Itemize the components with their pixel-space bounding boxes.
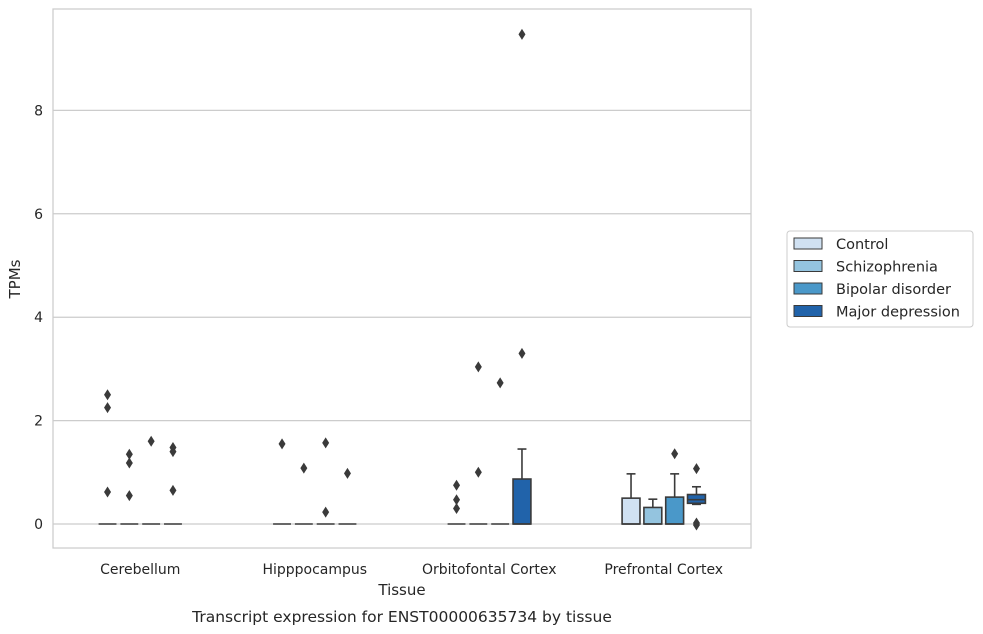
box-bipolar-disorder — [491, 377, 510, 525]
outlier-marker — [474, 361, 482, 373]
outlier-marker — [453, 494, 461, 506]
box-control — [273, 438, 291, 525]
outlier-marker — [125, 448, 133, 460]
y-tick-labels: 0 2 4 6 8 — [34, 103, 43, 533]
box-control — [98, 389, 117, 525]
legend-swatch — [793, 282, 823, 295]
box-schizophrenia — [294, 462, 313, 525]
outlier-marker — [474, 466, 482, 478]
outlier-marker — [104, 389, 112, 401]
outlier-marker — [125, 490, 133, 502]
legend-frame — [786, 230, 974, 328]
box-control — [447, 479, 466, 525]
x-tick-label: Hipppocampus — [262, 562, 367, 578]
legend-label: Schizophrenia — [836, 260, 938, 276]
box-bipolar-disorder — [664, 448, 685, 525]
outlier-marker — [300, 462, 308, 474]
outlier-marker — [453, 479, 461, 491]
box-major-depression — [512, 28, 532, 525]
box-schizophrenia — [643, 498, 663, 525]
plot-frame — [52, 8, 752, 549]
outlier-marker — [169, 446, 177, 458]
legend-label: Bipolar disorder — [836, 282, 951, 298]
box-body — [512, 478, 532, 525]
outlier-marker — [147, 435, 155, 447]
box-body — [621, 497, 641, 525]
chart-caption: Transcript expression for ENST0000063573… — [191, 608, 612, 626]
outlier-marker — [125, 457, 133, 469]
x-tick-label: Prefrontal Cortex — [604, 562, 723, 578]
y-tick-label: 6 — [34, 207, 43, 223]
outlier-marker — [518, 28, 526, 40]
x-tick-labels: Cerebellum Hipppocampus Orbitofontal Corte… — [100, 562, 723, 578]
outlier-marker — [671, 448, 679, 460]
outlier-marker — [322, 437, 330, 449]
legend-swatch — [793, 237, 823, 250]
outlier-marker — [169, 484, 177, 496]
outlier-marker — [692, 519, 700, 531]
outlier-marker — [343, 467, 351, 479]
outlier-marker — [322, 506, 330, 518]
y-axis-label: TPMs — [6, 259, 24, 299]
outlier-marker — [692, 463, 700, 475]
legend-label: Control — [836, 237, 888, 253]
outlier-marker — [104, 402, 112, 414]
outlier-marker — [453, 502, 461, 514]
box-bipolar-disorder — [142, 435, 161, 525]
box-schizophrenia — [120, 448, 139, 525]
outlier-marker — [104, 486, 112, 498]
legend-label: Major depression — [836, 305, 960, 321]
outlier-marker — [496, 377, 504, 389]
x-tick-label: Orbitofontal Cortex — [422, 562, 557, 578]
y-tick-label: 8 — [34, 103, 43, 119]
outlier-marker — [518, 347, 526, 359]
x-axis-label: Tissue — [377, 581, 425, 599]
box-body — [664, 496, 685, 525]
y-tick-label: 0 — [34, 517, 43, 533]
legend-swatch — [793, 260, 823, 272]
outlier-marker — [278, 438, 286, 450]
grid-lines — [53, 109, 751, 525]
box-major-depression — [338, 467, 357, 525]
box-major-depression — [686, 463, 707, 531]
box-bipolar-disorder — [316, 437, 335, 525]
y-tick-label: 4 — [34, 310, 43, 326]
box-schizophrenia — [469, 361, 488, 525]
x-tick-label: Cerebellum — [100, 562, 180, 578]
y-tick-label: 2 — [34, 414, 43, 430]
boxes — [98, 28, 707, 531]
legend: Control Schizophrenia Bipolar disorder Majo… — [786, 230, 974, 328]
box-body — [643, 506, 663, 525]
box-control — [621, 473, 641, 525]
legend-swatch — [793, 305, 823, 317]
box-major-depression — [164, 441, 182, 525]
